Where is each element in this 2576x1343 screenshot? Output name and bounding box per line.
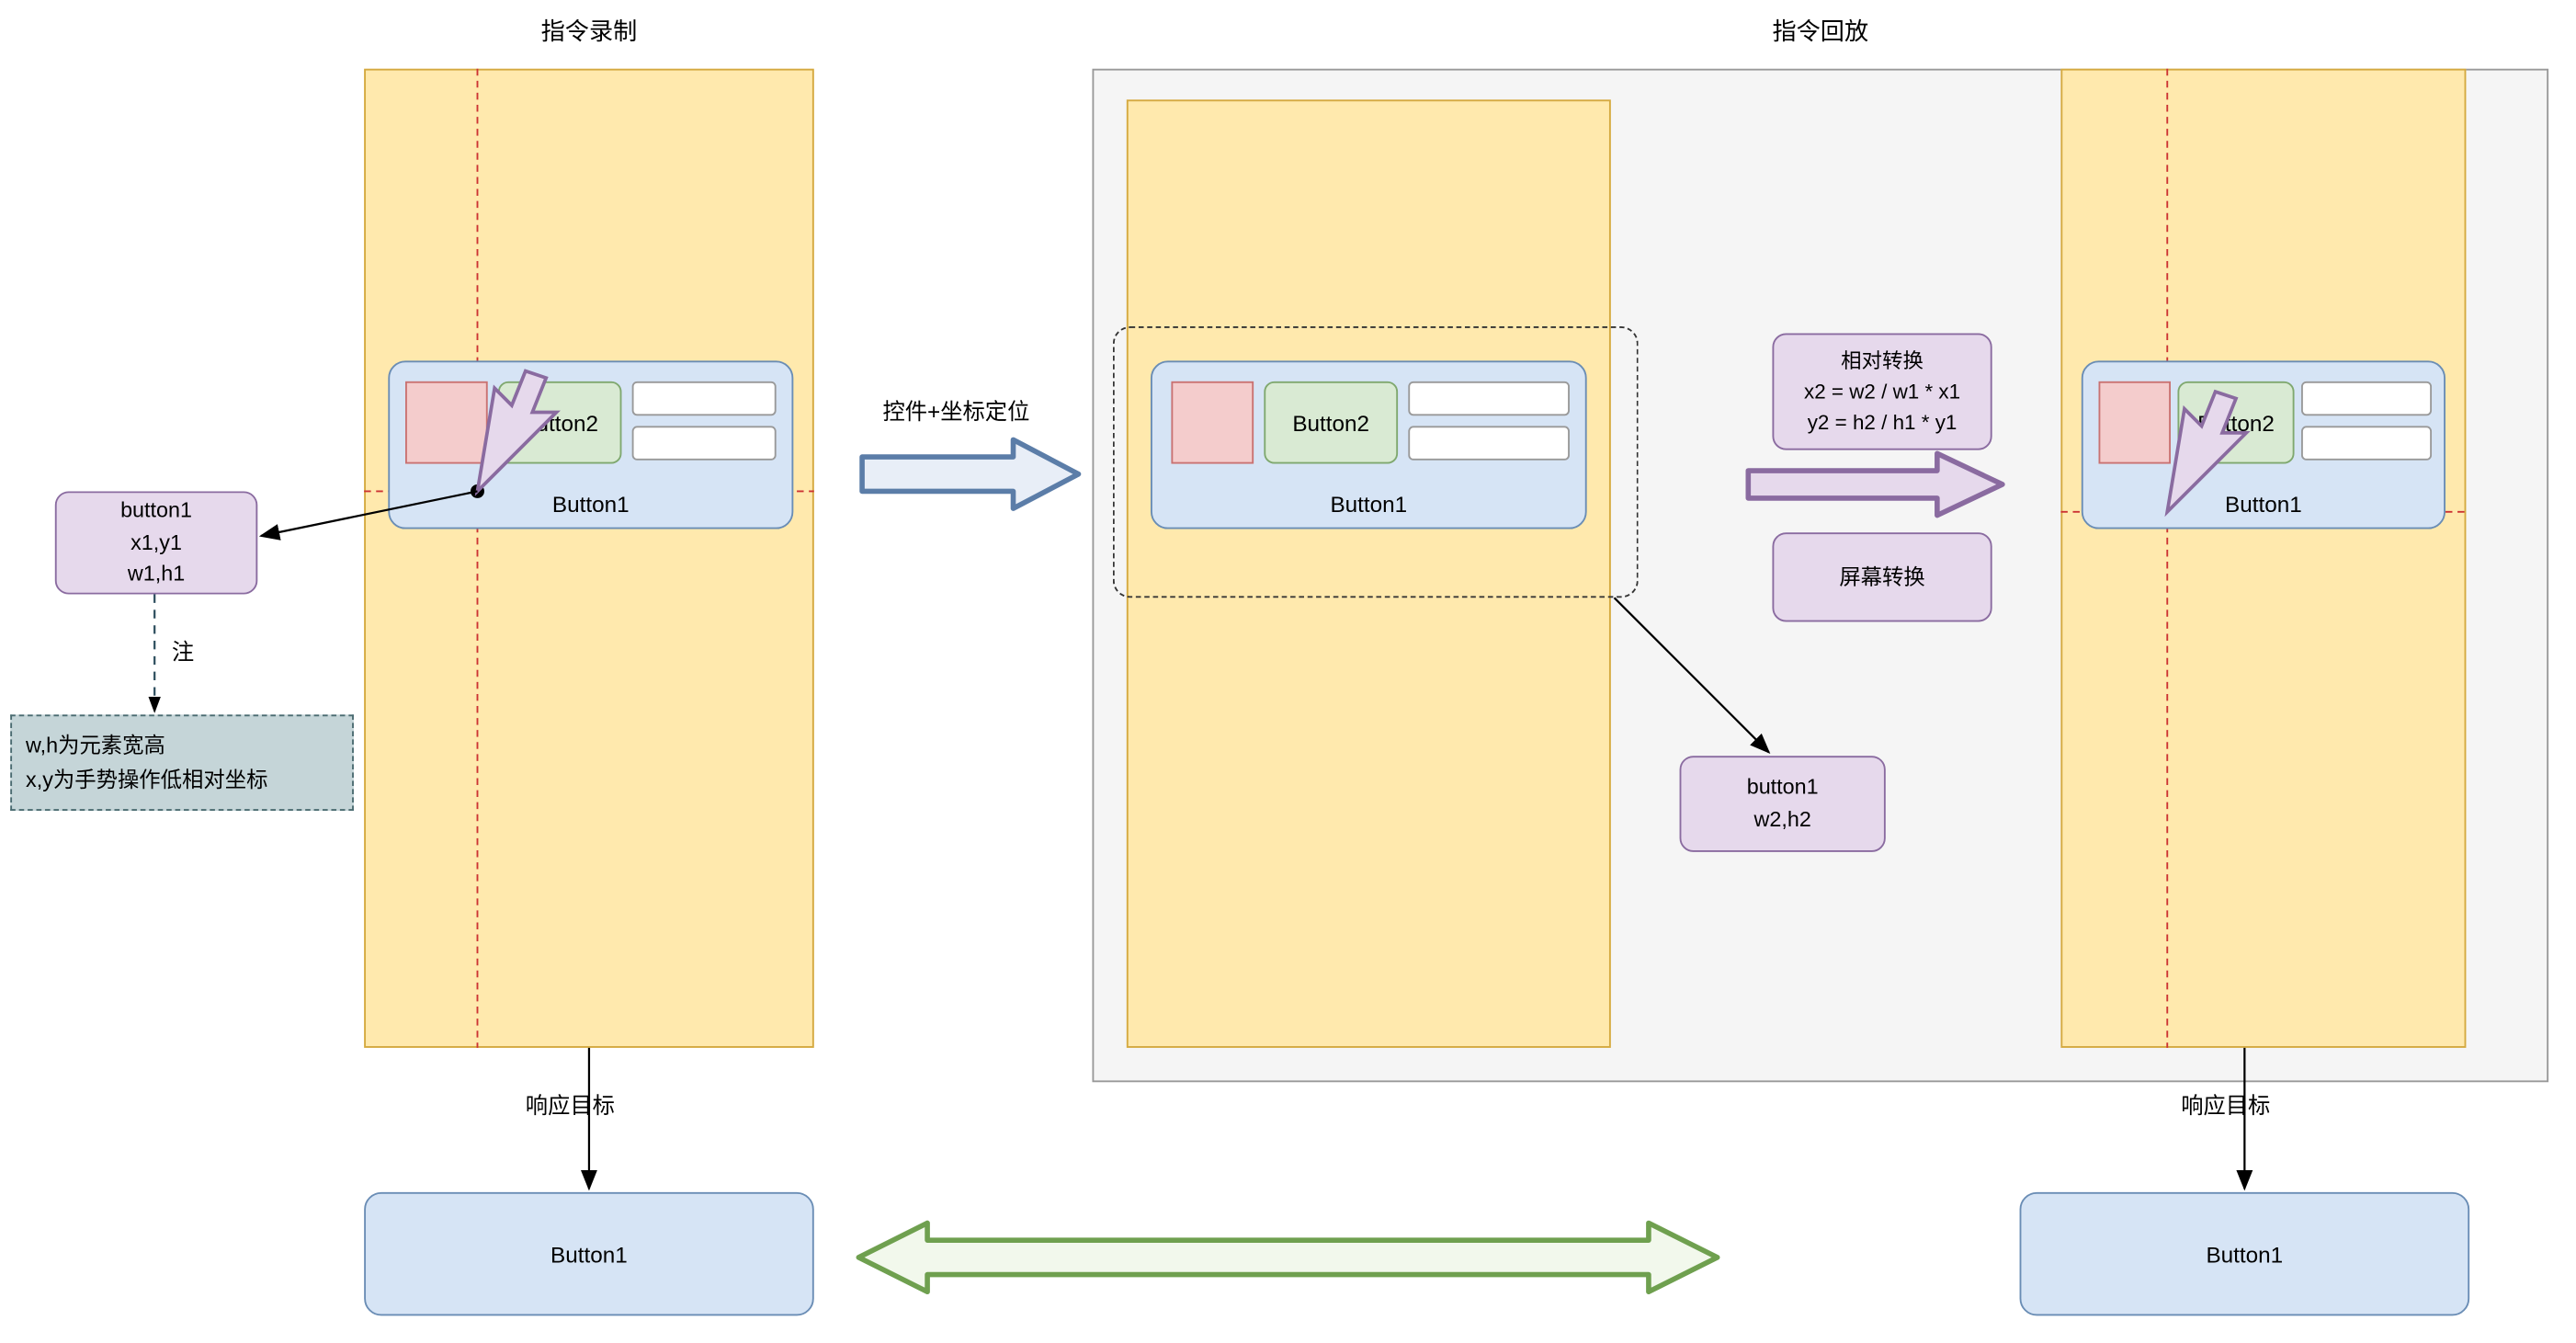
left-note-box: w,h为元素宽高 x,y为手势操作低相对坐标: [10, 714, 354, 811]
transform-l1: 相对转换: [1841, 346, 1923, 377]
left-phone: [364, 69, 814, 1048]
left-button1-label: Button1: [552, 491, 630, 517]
right-result: Button1: [2020, 1192, 2470, 1316]
screen-transform-box: 屏幕转换: [1772, 532, 1992, 621]
note-l1: w,h为元素宽高: [26, 728, 338, 762]
left-result: Button1: [364, 1192, 814, 1316]
mid-info-l2: w2,h2: [1753, 804, 1810, 837]
svg-text:响应目标: 响应目标: [2181, 1094, 2270, 1119]
svg-text:注: 注: [172, 641, 194, 666]
right-phone: [2060, 69, 2466, 1048]
left-info-l2: x1,y1: [131, 527, 182, 559]
transform-l3: y2 = h2 / h1 * y1: [1808, 407, 1958, 438]
transform-l2: x2 = w2 / w1 * x1: [1804, 376, 1960, 407]
right-redbox: [2099, 381, 2171, 464]
note-l2: x,y为手势操作低相对坐标: [26, 763, 338, 797]
transform-box: 相对转换 x2 = w2 / w1 * x1 y2 = h2 / h1 * y1: [1772, 334, 1992, 450]
mid-selection: [1113, 326, 1639, 598]
svg-text:响应目标: 响应目标: [526, 1094, 615, 1119]
svg-text:控件+坐标定位: 控件+坐标定位: [882, 400, 1029, 425]
mid-info-box: button1 w2,h2: [1680, 756, 1886, 852]
right-field1: [2301, 381, 2432, 415]
title-record: 指令录制: [364, 14, 814, 48]
left-info-box: button1 x1,y1 w1,h1: [55, 491, 258, 594]
left-field2: [632, 426, 777, 460]
right-button2: Button2: [2177, 381, 2294, 464]
left-button2: Button2: [498, 381, 622, 464]
left-info-l3: w1,h1: [128, 559, 185, 591]
mid-info-l1: button1: [1747, 771, 1819, 803]
right-button1-label: Button1: [2225, 491, 2302, 517]
right-field2: [2301, 426, 2432, 460]
left-redbox: [405, 381, 488, 464]
left-info-l1: button1: [120, 495, 192, 527]
title-replay: 指令回放: [1092, 14, 2548, 48]
left-field1: [632, 381, 777, 415]
